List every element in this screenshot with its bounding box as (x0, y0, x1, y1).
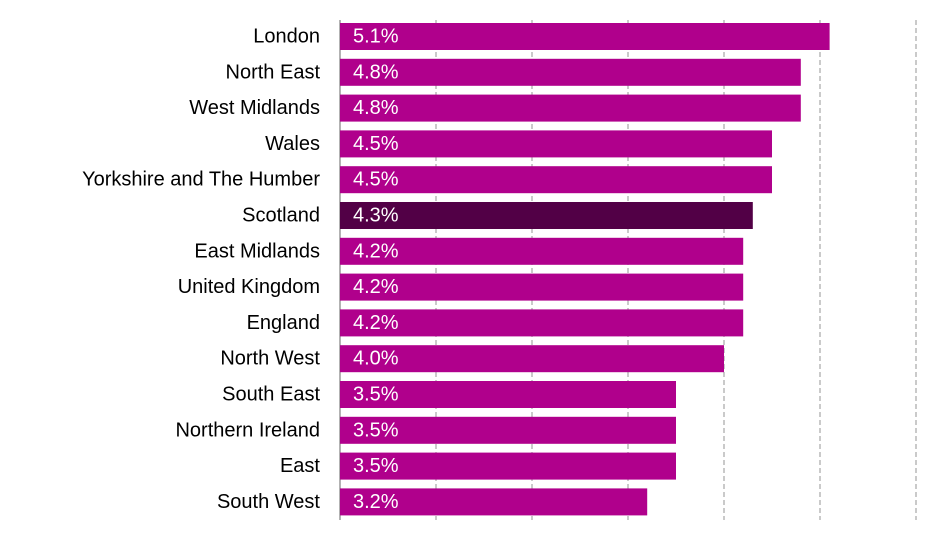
data-label: 5.1% (353, 26, 399, 48)
category-label: Yorkshire and The Humber (82, 169, 320, 191)
bar-scotland (340, 202, 753, 229)
data-label: 4.2% (353, 240, 399, 262)
data-label: 3.5% (353, 455, 399, 477)
bars (340, 23, 830, 516)
bar-north-east (340, 58, 801, 86)
bar-yorkshire-and-the-humber (340, 166, 772, 194)
category-label: Scotland (242, 205, 320, 227)
data-label: 4.8% (353, 61, 399, 83)
bar-north-west (340, 345, 724, 373)
bar-england (340, 309, 744, 337)
category-label: Northern Ireland (175, 419, 320, 441)
category-label: Wales (265, 133, 320, 155)
data-label: 4.2% (353, 276, 399, 298)
category-label: North East (226, 61, 321, 83)
bar-west-midlands (340, 94, 801, 122)
category-label: West Midlands (189, 97, 320, 119)
labels: London 5.1% North East 4.8% West Midlands 4.8… (82, 26, 399, 513)
bar-east (340, 452, 676, 480)
data-label: 4.3% (353, 205, 399, 227)
data-label: 3.5% (353, 419, 399, 441)
data-label: 4.2% (353, 312, 399, 334)
category-label: England (247, 312, 320, 334)
category-label: East (280, 455, 320, 477)
data-label: 4.5% (353, 169, 399, 191)
data-label: 4.8% (353, 97, 399, 119)
category-label: North West (220, 348, 320, 370)
bar-south-east (340, 381, 676, 408)
bar-northern-ireland (340, 416, 676, 444)
bar-united-kingdom (340, 273, 744, 301)
bar-london (340, 23, 830, 50)
data-label: 4.0% (353, 348, 399, 370)
data-label: 4.5% (353, 133, 399, 155)
category-label: United Kingdom (178, 276, 320, 298)
category-label: South West (217, 491, 320, 513)
category-label: South East (222, 384, 320, 406)
bar-south-west (340, 488, 648, 516)
category-label: London (253, 26, 320, 48)
category-label: East Midlands (194, 240, 320, 262)
bar-wales (340, 130, 772, 158)
data-label: 3.5% (353, 384, 399, 406)
data-label: 3.2% (353, 491, 399, 513)
bar-east-midlands (340, 237, 744, 265)
